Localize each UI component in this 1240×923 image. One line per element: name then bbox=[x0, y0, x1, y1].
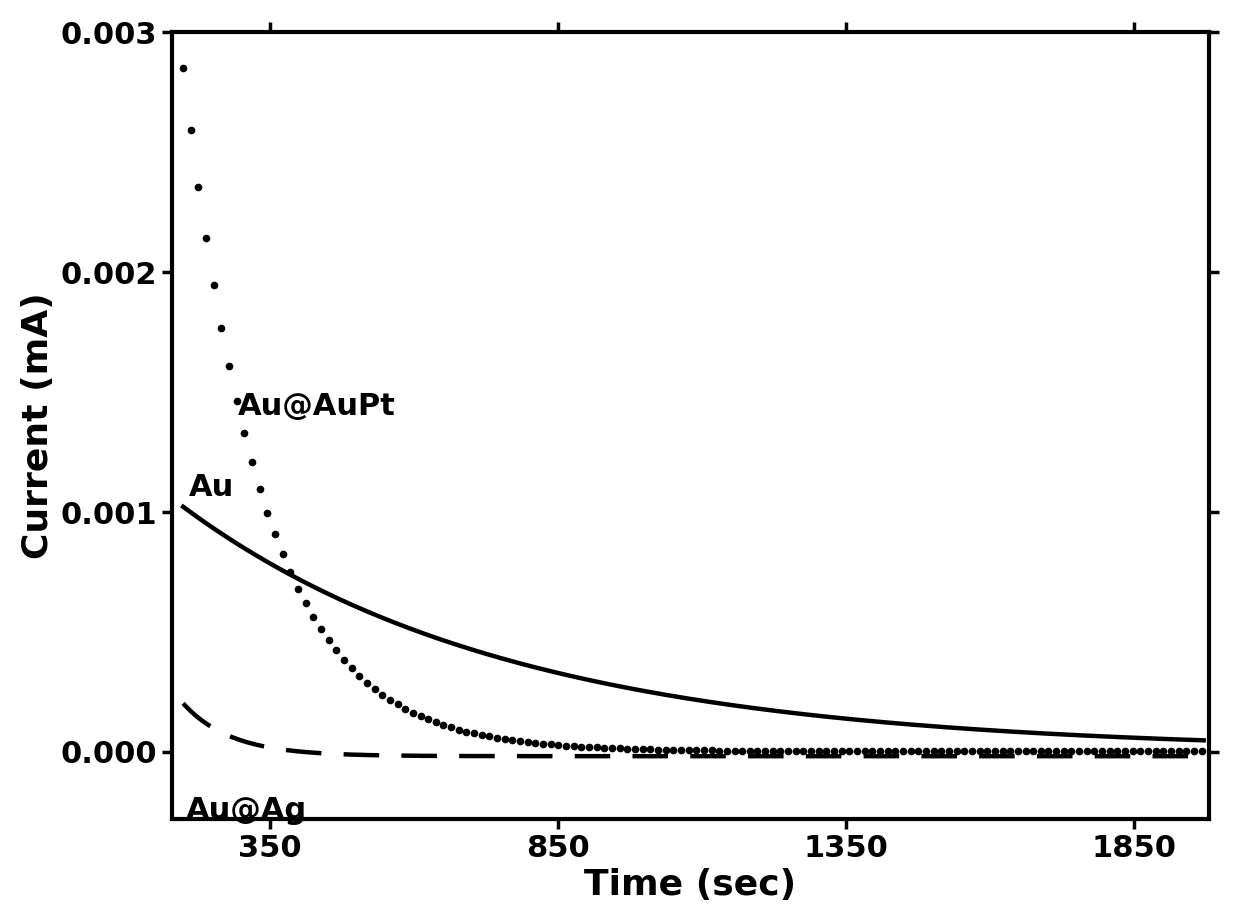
X-axis label: Time (sec): Time (sec) bbox=[584, 869, 796, 902]
Y-axis label: Current (mA): Current (mA) bbox=[21, 293, 55, 559]
Text: Au: Au bbox=[188, 473, 234, 502]
Text: Au@AuPt: Au@AuPt bbox=[238, 392, 396, 421]
Text: Au@Ag: Au@Ag bbox=[186, 797, 308, 825]
